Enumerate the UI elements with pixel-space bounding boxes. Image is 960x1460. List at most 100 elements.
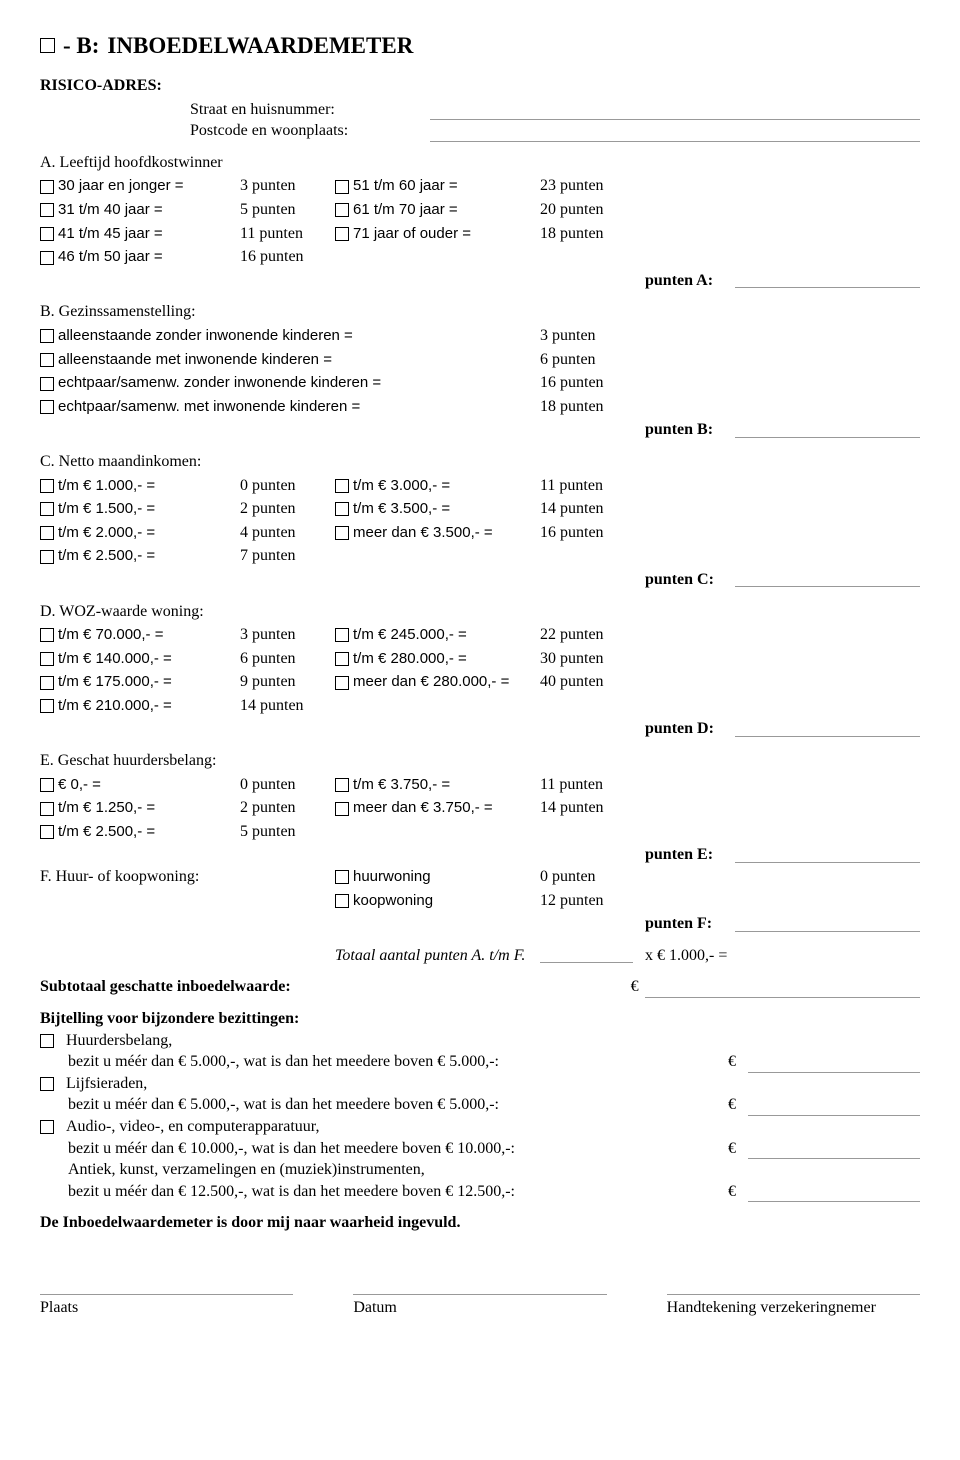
- section-c-heading: C. Netto maandinkomen:: [40, 451, 920, 473]
- bij-amount-input[interactable]: [748, 1187, 920, 1202]
- points-value: 5 punten: [240, 199, 335, 221]
- option-label: t/m € 245.000,- =: [353, 626, 467, 643]
- points-value: 7 punten: [240, 545, 335, 567]
- subtotal-input[interactable]: [645, 983, 920, 998]
- checkbox-icon[interactable]: [40, 1077, 54, 1091]
- checkbox-icon[interactable]: [335, 802, 349, 816]
- checkbox-icon[interactable]: [335, 526, 349, 540]
- option-cell: t/m € 3.500,- =: [335, 498, 540, 520]
- hand-input[interactable]: [667, 1280, 920, 1295]
- option-label: 46 t/m 50 jaar =: [58, 248, 163, 265]
- section-f-grid: F. Huur- of koopwoning:huurwoning0 punte…: [40, 866, 920, 935]
- option-cell: t/m € 280.000,- =: [335, 648, 540, 670]
- signature-plaats: Plaats: [40, 1280, 293, 1319]
- checkbox-icon[interactable]: [335, 227, 349, 241]
- checkbox-icon[interactable]: [40, 353, 54, 367]
- points-value: 18 punten: [540, 396, 645, 418]
- points-sum-input[interactable]: [735, 273, 920, 288]
- checkbox-icon[interactable]: [40, 227, 54, 241]
- points-value: 16 punten: [240, 246, 335, 268]
- points-sum-input[interactable]: [735, 572, 920, 587]
- option-cell: t/m € 2.000,- =: [40, 522, 240, 544]
- points-value: 6 punten: [240, 648, 335, 670]
- checkbox-icon[interactable]: [40, 652, 54, 666]
- checkbox-icon[interactable]: [40, 180, 54, 194]
- street-input[interactable]: [430, 105, 920, 120]
- points-value: 9 punten: [240, 671, 335, 693]
- checkbox-icon[interactable]: [40, 676, 54, 690]
- points-value: 3 punten: [240, 624, 335, 646]
- checkbox-icon[interactable]: [40, 377, 54, 391]
- option-label: t/m € 210.000,- =: [58, 697, 172, 714]
- checkbox-icon[interactable]: [40, 1034, 54, 1048]
- bij-title-text: Huurdersbelang,: [66, 1032, 172, 1049]
- checkbox-icon[interactable]: [40, 550, 54, 564]
- points-value: 11 punten: [540, 774, 645, 796]
- checkbox-icon[interactable]: [40, 778, 54, 792]
- checkbox-icon[interactable]: [335, 203, 349, 217]
- totaal-input[interactable]: [540, 948, 633, 963]
- checkbox-icon[interactable]: [40, 329, 54, 343]
- option-cell: t/m € 70.000,- =: [40, 624, 240, 646]
- section-d-grid: t/m € 70.000,- =3 punten t/m € 245.000,- …: [40, 624, 920, 740]
- checkbox-icon[interactable]: [40, 825, 54, 839]
- points-value: 22 punten: [540, 624, 645, 646]
- points-sum-input[interactable]: [735, 848, 920, 863]
- points-value: 2 punten: [240, 797, 335, 819]
- euro-symbol: €: [728, 1094, 748, 1116]
- plaats-input[interactable]: [40, 1280, 293, 1295]
- checkbox-icon[interactable]: [40, 802, 54, 816]
- checkbox-icon[interactable]: [335, 479, 349, 493]
- risico-label: RISICO-ADRES:: [40, 75, 920, 97]
- plaats-label: Plaats: [40, 1297, 293, 1319]
- checkbox-icon[interactable]: [335, 652, 349, 666]
- option-label: t/m € 3.750,- =: [353, 776, 450, 793]
- bij-amount-input[interactable]: [748, 1101, 920, 1116]
- checkbox-icon[interactable]: [335, 778, 349, 792]
- checkbox-icon[interactable]: [40, 203, 54, 217]
- subtotal-label: Subtotaal geschatte inboedelwaarde:: [40, 976, 291, 998]
- totaal-row: Totaal aantal punten A. t/m F. x € 1.000…: [40, 945, 920, 967]
- checkbox-icon[interactable]: [40, 400, 54, 414]
- bij-title-text: Audio-, video-, en computerapparatuur,: [66, 1118, 320, 1135]
- checkbox-icon[interactable]: [40, 251, 54, 265]
- address-row-postcode: Postcode en woonplaats:: [40, 120, 920, 142]
- points-sum-label: punten E:: [645, 844, 735, 866]
- points-value: 3 punten: [240, 175, 335, 197]
- points-sum-input[interactable]: [735, 722, 920, 737]
- bij-detail-text: bezit u méér dan € 12.500,-, wat is dan …: [68, 1181, 728, 1203]
- checkbox-icon[interactable]: [335, 180, 349, 194]
- checkbox-icon[interactable]: [40, 479, 54, 493]
- points-sum-input[interactable]: [735, 423, 920, 438]
- points-sum-input[interactable]: [735, 917, 920, 932]
- checkbox-icon[interactable]: [335, 870, 349, 884]
- checkbox-icon[interactable]: [335, 628, 349, 642]
- option-cell: meer dan € 280.000,- =: [335, 671, 540, 693]
- bijtelling-list: Huurdersbelang,bezit u méér dan € 5.000,…: [40, 1030, 920, 1203]
- points-value: 0 punten: [240, 475, 335, 497]
- bij-amount-input[interactable]: [748, 1144, 920, 1159]
- datum-input[interactable]: [353, 1280, 606, 1295]
- totaal-label: Totaal aantal punten A. t/m F.: [335, 945, 540, 967]
- checkbox-icon[interactable]: [335, 502, 349, 516]
- checkbox-icon[interactable]: [40, 699, 54, 713]
- postcode-input[interactable]: [430, 127, 920, 142]
- checkbox-icon[interactable]: [335, 894, 349, 908]
- checkbox-icon[interactable]: [40, 502, 54, 516]
- option-cell: meer dan € 3.750,- =: [335, 797, 540, 819]
- checkbox-icon[interactable]: [40, 628, 54, 642]
- bij-item-title: Huurdersbelang,: [68, 1030, 920, 1052]
- option-cell: 41 t/m 45 jaar =: [40, 223, 240, 245]
- option-cell: alleenstaande met inwonende kinderen =: [40, 349, 540, 371]
- option-label: t/m € 1.250,- =: [58, 799, 155, 816]
- points-sum-label: punten A:: [645, 270, 735, 292]
- checkbox-icon[interactable]: [40, 526, 54, 540]
- subtotal-row: Subtotaal geschatte inboedelwaarde: €: [40, 976, 920, 998]
- option-label: 61 t/m 70 jaar =: [353, 201, 458, 218]
- bij-amount-input[interactable]: [748, 1058, 920, 1073]
- option-cell: t/m € 1.000,- =: [40, 475, 240, 497]
- points-value: 2 punten: [240, 498, 335, 520]
- checkbox-icon[interactable]: [40, 1120, 54, 1134]
- option-label: t/m € 2.500,- =: [58, 823, 155, 840]
- checkbox-icon[interactable]: [335, 676, 349, 690]
